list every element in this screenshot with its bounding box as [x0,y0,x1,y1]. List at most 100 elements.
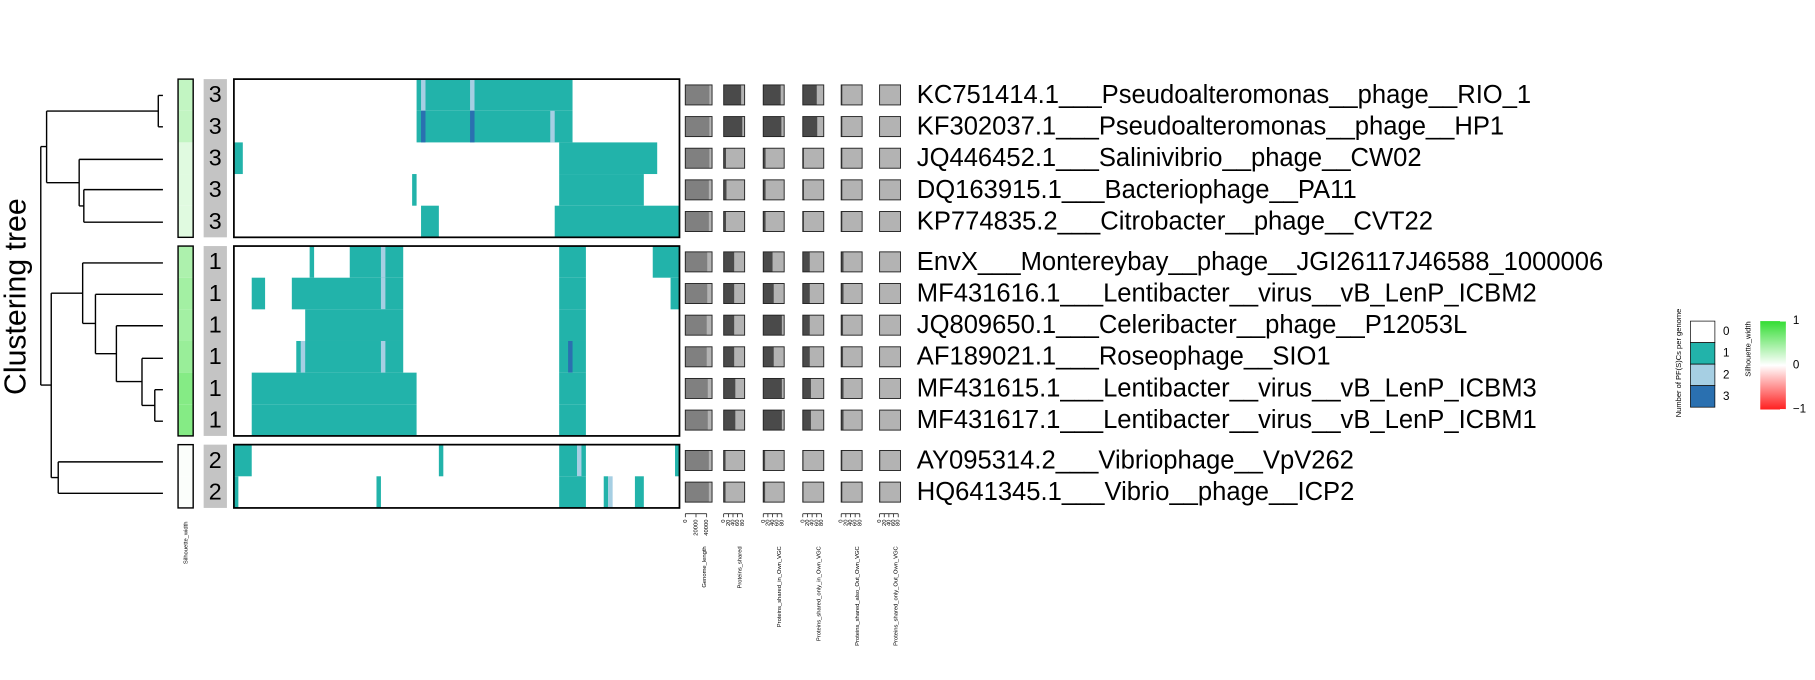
heatmap-cell [559,246,586,278]
bar [802,315,810,336]
x-tick-label: 20 [843,520,849,526]
silhouette-cell [178,309,194,341]
bar-border [762,314,785,336]
bar [723,410,736,431]
row-label: DQ163915.1___Bacteriophage__PA11 [917,176,1357,204]
bar [723,378,736,399]
bar [802,84,817,105]
bar-border [684,116,713,138]
bar-border [802,346,825,368]
bar-border [723,211,746,232]
x-tick-label: 0 [839,520,845,523]
legend-label: 2 [1723,368,1729,381]
bar-border [762,84,785,106]
bar [841,482,843,503]
bar-border [802,377,825,399]
silhouette-cell [178,110,194,143]
heatmap-cell [421,110,426,143]
bar-axis-title: Proteins_shared_only_in_Own_VGC [817,546,823,641]
cluster-label: 2 [209,447,222,473]
bar-axis-title: Genome_length [702,546,708,587]
heatmap-cell [559,404,586,436]
silhouette-axis-title: Silhouette_width [184,522,190,565]
bar-box [802,450,824,471]
bar-border [684,179,713,201]
x-tick-label: 60 [891,520,897,526]
x-tick-label: 20000 [694,520,700,536]
bar-border [840,377,863,399]
cluster-label: 3 [209,81,222,107]
bar [685,482,709,503]
bar [841,283,844,304]
bar [841,346,844,367]
bar-border [762,211,785,232]
bar-box [723,148,745,169]
bar [763,450,766,471]
x-tick-label: 60 [814,520,820,526]
bar [763,410,782,431]
bar [763,482,766,503]
row-label: AY095314.2___Vibriophage__VpV262 [917,446,1354,474]
bar [685,84,710,105]
bar [763,346,774,367]
heatmap-cell [559,142,658,175]
bar-box [841,211,863,232]
bar [685,315,707,336]
silhouette-cell [178,476,194,508]
bar-border [802,211,825,232]
silhouette-cell [178,404,194,436]
bar-border [802,84,825,106]
cluster-label: 1 [209,343,222,369]
bar-box [763,179,785,200]
bar [841,450,843,471]
bar-box [723,482,745,503]
bar-border [802,251,825,273]
bar-border [802,179,825,201]
row-label: HQ641345.1___Vibrio__phage__ICP2 [917,478,1355,506]
bar-border [840,84,863,106]
bar [802,378,811,399]
bar-box [879,251,901,272]
heatmap-cell [559,444,586,477]
bar-border [684,314,713,336]
heatmap-cell [438,444,444,477]
heatmap-cell [296,340,404,373]
bar-border [723,481,746,503]
bar-axis-title: Proteins_shared_in_Own_VGC [777,546,783,627]
bar-border [723,147,746,169]
x-tick-label: 80 [857,520,863,526]
cluster-label: 1 [209,311,222,337]
silhouette-cell [178,79,194,111]
bar-box [879,315,901,336]
bar-border [840,283,863,304]
row-label: KP774835.2___Citrobacter__phage__CVT22 [917,207,1433,235]
x-tick-label: 40 [731,520,737,526]
bar-border [723,377,746,399]
bar [802,148,804,169]
heatmap-cell [568,340,573,373]
bar [723,84,742,105]
x-tick-label: 0 [683,520,689,523]
bar-border [762,116,785,138]
bar-box [879,346,901,367]
bar-box [841,410,863,431]
x-tick-label: 40 [886,520,892,526]
bar [802,346,810,367]
bar-border [879,147,901,169]
bar-border [802,147,825,169]
bar-border [762,346,785,368]
cluster-label: 1 [209,375,222,401]
heatmap-cell [305,309,404,341]
bar [685,179,709,200]
bar-border [879,346,901,368]
bar-box [841,283,863,304]
bar-border [879,179,901,201]
bar [685,211,709,232]
heatmap-cell [603,476,609,508]
cluster-band [203,79,227,238]
bar-border [840,179,863,201]
heatmap-cell [550,110,555,143]
bar-box [879,482,901,503]
bar-border [879,377,901,399]
heatmap-cell [559,476,586,508]
